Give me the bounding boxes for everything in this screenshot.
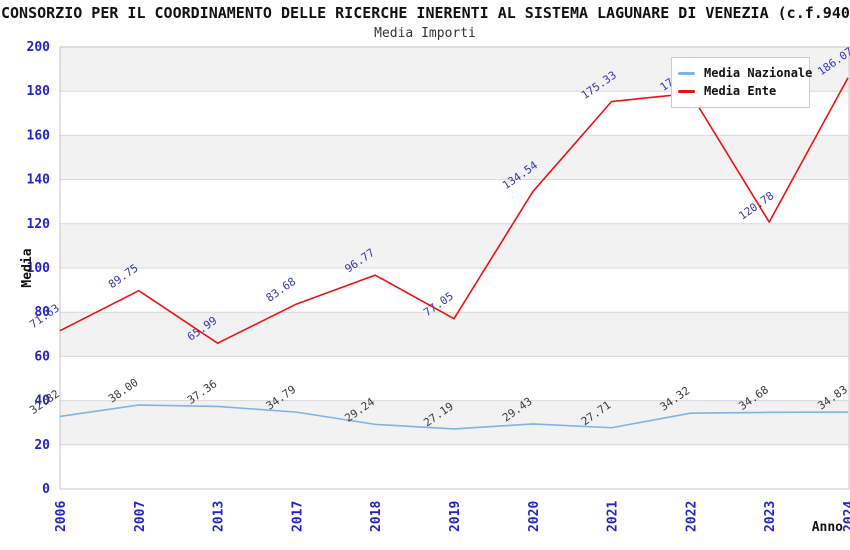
y-tick-label: 20 [34, 438, 50, 453]
x-tick-label: 2021 [606, 501, 621, 532]
legend: Media Nazionale Media Ente [671, 57, 812, 108]
x-tick-label: 2006 [54, 501, 69, 532]
x-tick-label: 2024 [842, 501, 850, 532]
x-tick-label: 2022 [684, 501, 699, 532]
grid-band [60, 135, 849, 180]
y-axis-title: Media [20, 248, 35, 287]
x-tick-label: 2023 [763, 501, 778, 532]
legend-item-media-ente[interactable]: Media Ente [678, 82, 803, 100]
y-tick-label: 180 [27, 84, 51, 99]
x-tick-label: 2019 [448, 501, 463, 532]
y-tick-label: 140 [27, 173, 51, 188]
y-tick-label: 100 [27, 261, 51, 276]
legend-swatch-media-ente [678, 89, 695, 93]
data-label: 83.68 [264, 275, 299, 305]
plot-border [59, 46, 850, 490]
x-tick-label: 2020 [527, 501, 542, 532]
x-tick-label: 2018 [369, 501, 384, 532]
data-label: 120.78 [736, 189, 776, 222]
grid-band [60, 223, 849, 268]
legend-item-media-nazionale[interactable]: Media Nazionale [678, 64, 812, 82]
grid-band [60, 400, 849, 445]
y-tick-label: 200 [27, 40, 51, 55]
chart-subtitle: Media Importi [374, 26, 476, 41]
series-line-media-ente [59, 77, 849, 344]
y-tick-label: 60 [34, 349, 50, 364]
legend-label-media-ente: Media Ente [704, 84, 777, 98]
data-label: 32.82 [27, 387, 62, 417]
y-tick-label: 0 [42, 482, 50, 497]
grid-band [60, 312, 849, 357]
x-tick-label: 2013 [212, 501, 227, 532]
series-line-media-nazionale [59, 404, 849, 430]
x-tick-label: 2017 [290, 501, 305, 532]
page-title: CONSORZIO PER IL COORDINAMENTO DELLE RIC… [1, 4, 850, 22]
x-axis-title: Anno [812, 520, 843, 535]
legend-label-media-nazionale: Media Nazionale [704, 66, 813, 80]
y-tick-label: 40 [34, 394, 50, 409]
legend-swatch-media-nazionale [678, 71, 695, 75]
y-tick-label: 80 [34, 305, 50, 320]
y-tick-label: 160 [27, 128, 51, 143]
x-tick-label: 2007 [133, 501, 148, 532]
y-tick-label: 120 [27, 217, 51, 232]
